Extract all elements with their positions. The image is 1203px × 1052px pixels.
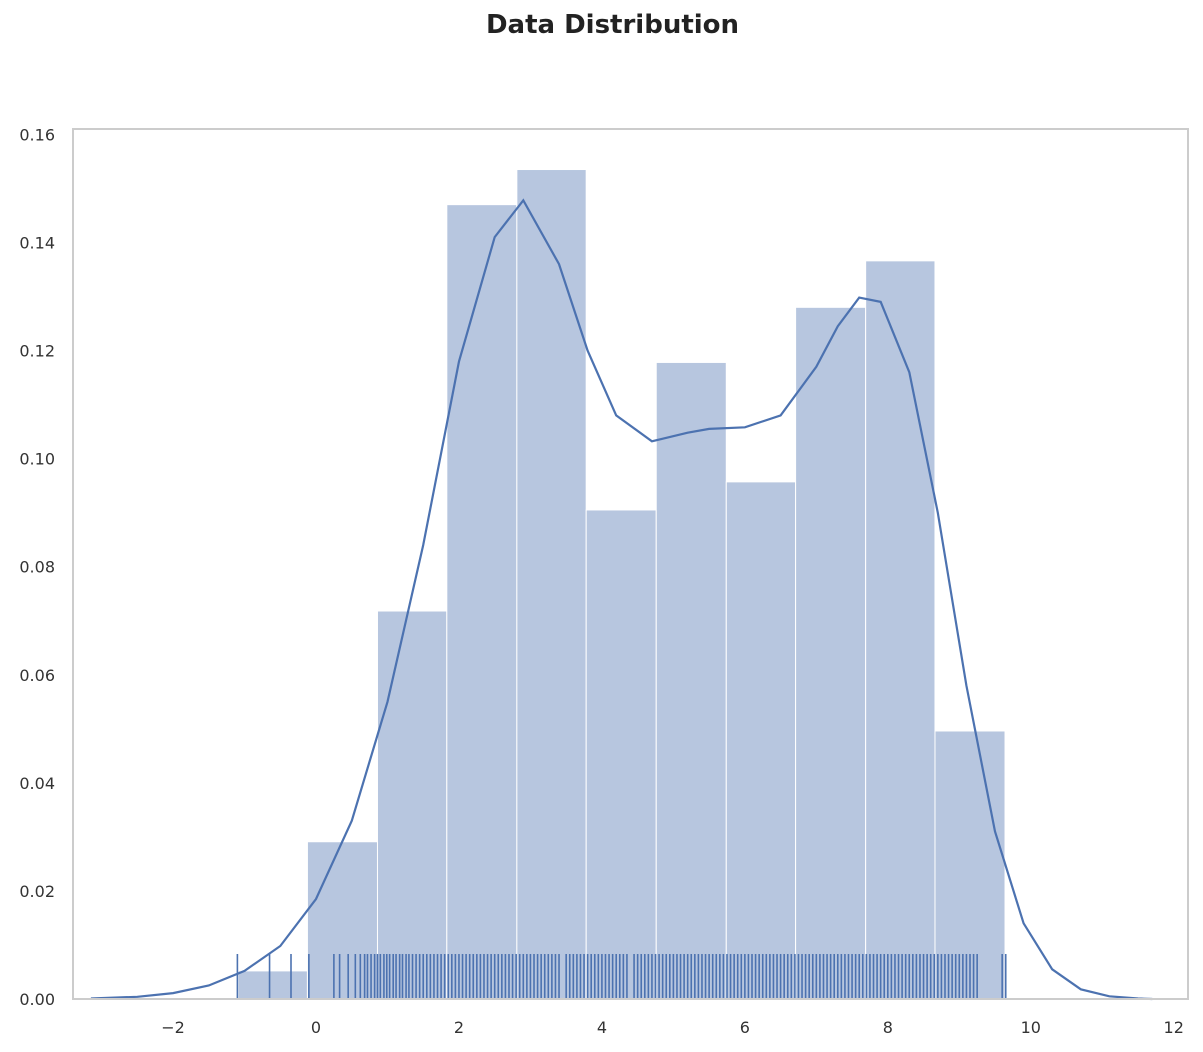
y-tick-label: 0.10 — [19, 450, 55, 469]
histogram-bar-4 — [516, 169, 587, 1000]
x-tick-label: 12 — [1164, 1018, 1184, 1037]
histogram-bar-5 — [585, 509, 657, 1000]
histogram-bar-9 — [865, 260, 936, 1000]
x-axis-ticks: −2 0 2 4 6 8 10 12 — [161, 1018, 1184, 1037]
y-tick-label: 0.12 — [19, 342, 55, 361]
y-tick-label: 0.04 — [19, 774, 55, 793]
x-tick-label: 4 — [597, 1018, 607, 1037]
y-tick-label: 0.08 — [19, 558, 55, 577]
x-tick-label: 10 — [1021, 1018, 1041, 1037]
plot-frame — [72, 128, 1189, 1000]
histogram-bar-6 — [655, 361, 727, 1000]
x-tick-label: 8 — [883, 1018, 893, 1037]
histogram-bar-3 — [446, 204, 518, 1000]
y-tick-label: 0.06 — [19, 666, 55, 685]
x-tick-label: 0 — [311, 1018, 321, 1037]
y-axis-ticks: 0.00 0.02 0.04 0.06 0.08 0.10 0.12 0.14 0.16 — [19, 125, 55, 1009]
rug-marks — [236, 954, 1007, 999]
histogram-bar-0 — [237, 970, 308, 1000]
kde-curve — [90, 198, 1153, 1001]
histogram-bar-7 — [725, 481, 797, 1000]
histogram-bar-8 — [795, 306, 867, 1000]
chart-title: Data Distribution — [485, 10, 740, 40]
y-tick-label: 0.16 — [19, 125, 55, 144]
histogram-bar-1 — [306, 841, 378, 1000]
x-tick-label: −2 — [161, 1018, 185, 1037]
x-tick-label: 2 — [454, 1018, 464, 1037]
x-tick-label: 6 — [740, 1018, 750, 1037]
y-tick-label: 0.14 — [19, 233, 55, 252]
histogram-bars — [237, 169, 1006, 1000]
histogram-bar-2 — [376, 610, 448, 1000]
y-tick-label: 0.00 — [19, 990, 55, 1009]
y-tick-label: 0.02 — [19, 882, 55, 901]
